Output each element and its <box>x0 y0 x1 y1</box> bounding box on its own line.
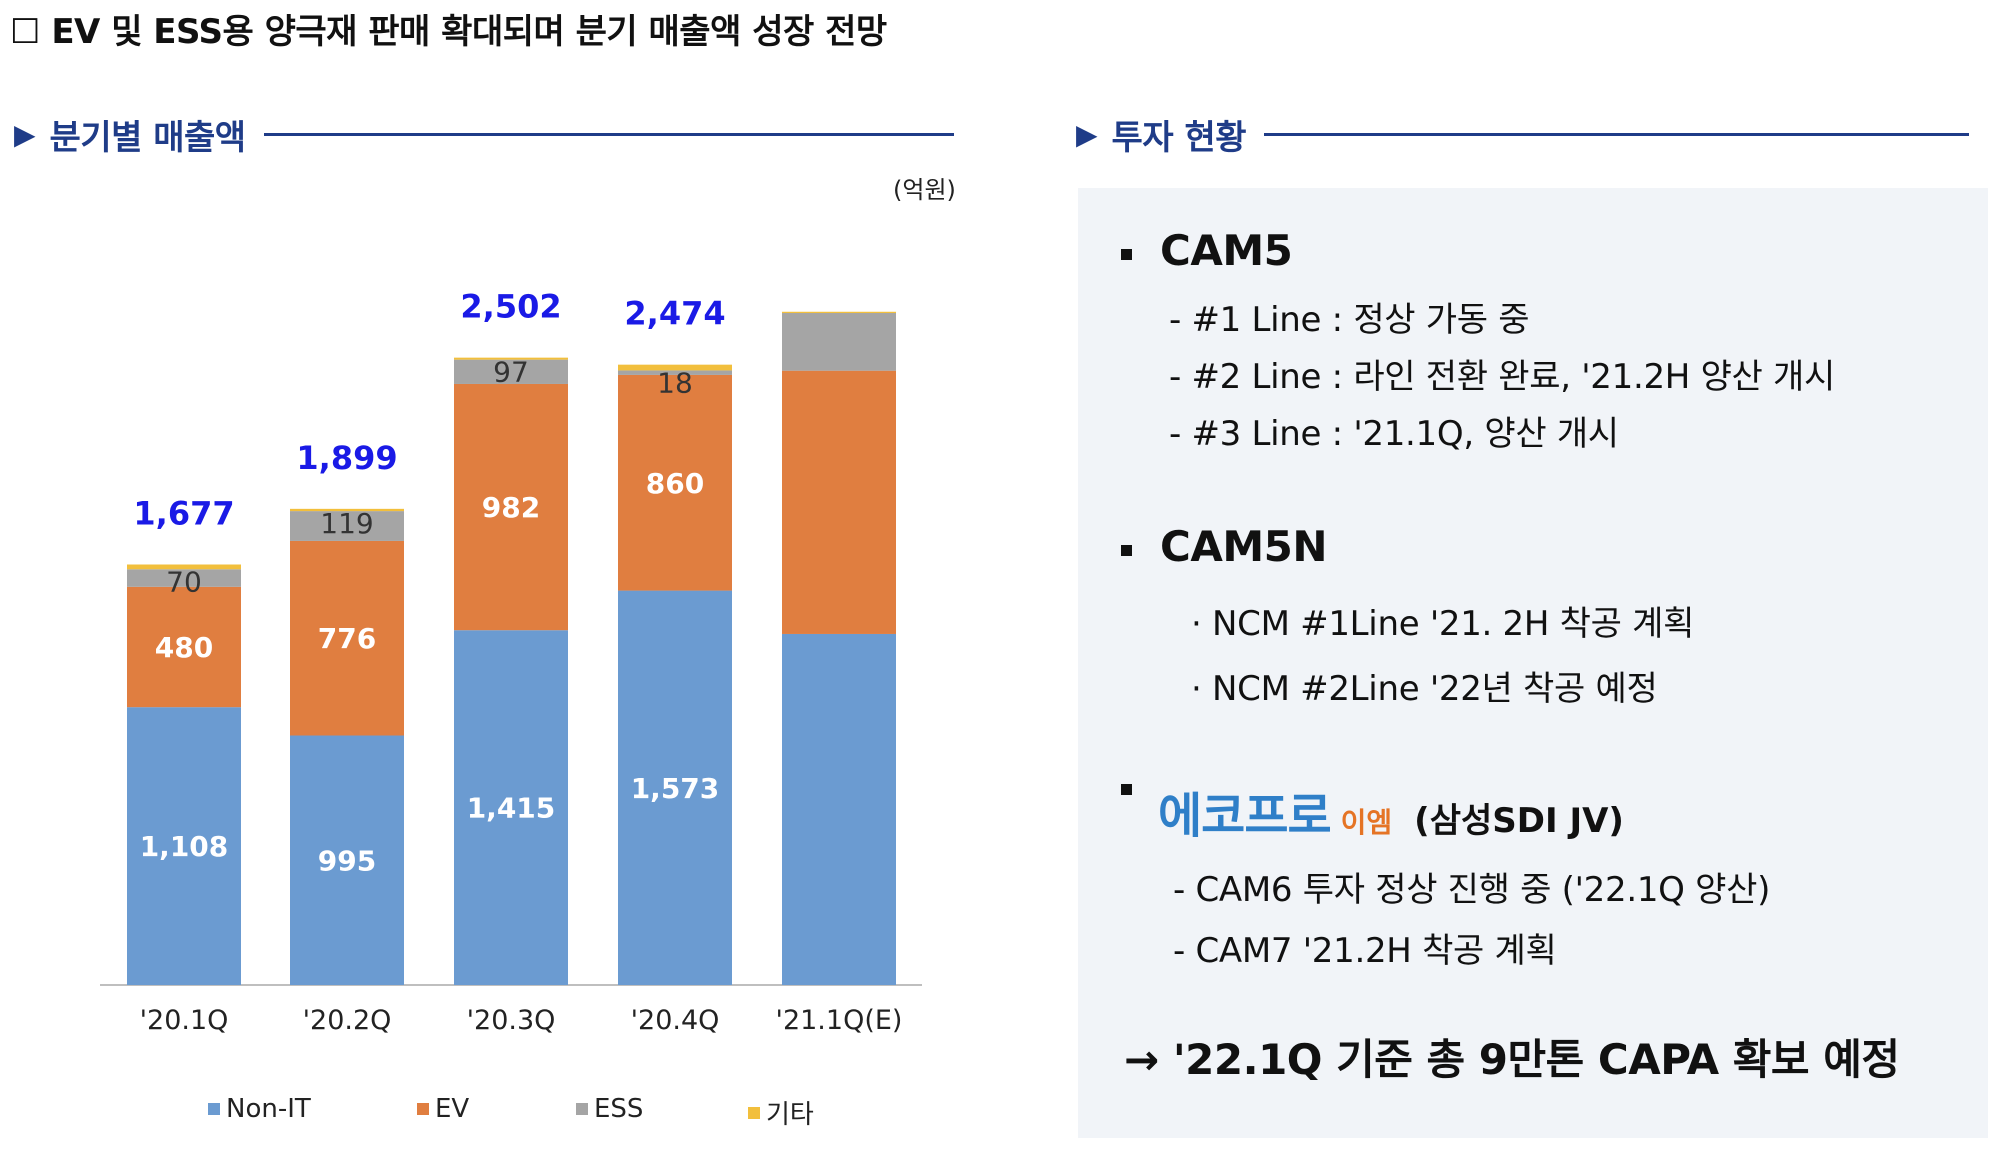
section-divider <box>1264 133 1970 136</box>
legend-label-ev: EV <box>435 1094 470 1124</box>
ecopro-jv-label: (삼성SDI JV) <box>1414 801 1624 841</box>
bar-ess-4 <box>782 313 896 371</box>
bar-nonit-0 <box>127 707 241 985</box>
bar-other-4 <box>782 311 896 314</box>
investment-panel: CAM5 - #1 Line : 정상 가동 중 - #2 Line : 라인 … <box>1078 188 1988 1138</box>
x-tick-label-2: '20.3Q <box>467 1005 556 1036</box>
ecopro-logo-sub: 이엠 <box>1340 806 1393 839</box>
total-label-2: 2,502 <box>460 288 561 326</box>
data-label-ess-3: 18 <box>657 366 693 399</box>
data-label-ess-2: 97 <box>493 356 529 389</box>
stacked-bar-chart: 1,108 480 70 1,677 '20.1Q 995 776 119 1,899 '20.2… <box>100 288 922 1036</box>
total-label-3: 2,474 <box>624 295 725 333</box>
legend-label-other: 기타 <box>766 1100 814 1130</box>
bar-nonit-1 <box>290 735 404 985</box>
x-tick-label-3: '20.4Q <box>631 1005 720 1036</box>
data-label-ess-0: 70 <box>166 565 202 598</box>
legend-label-nonit: Non-IT <box>226 1094 311 1124</box>
chart-unit-label: (억원) <box>893 176 956 204</box>
bullet-square <box>1121 249 1132 260</box>
ecopro-item: - CAM6 투자 정상 진행 중 ('22.1Q 양산) <box>1173 870 1771 910</box>
bar-other-1 <box>290 508 404 512</box>
cam5-title: CAM5 <box>1160 226 1293 275</box>
legend-item-other: 기타 <box>748 1094 814 1131</box>
bar-ev-3 <box>618 374 732 591</box>
bar-other-3 <box>618 364 732 371</box>
bar-ess-3 <box>618 370 732 375</box>
bar-nonit-3 <box>618 590 732 985</box>
data-label-ev-1: 776 <box>318 622 376 655</box>
legend-item-ess: ESS <box>576 1094 643 1124</box>
section-divider <box>263 133 954 136</box>
bar-ev-0 <box>127 586 241 708</box>
bar-nonit-4 <box>782 633 896 985</box>
cam5-item: - #1 Line : 정상 가동 중 <box>1169 300 1530 340</box>
legend-item-nonit: Non-IT <box>208 1094 311 1124</box>
capa-conclusion: → '22.1Q 기준 총 9만톤 CAPA 확보 예정 <box>1124 1035 1900 1084</box>
x-tick-label-0: '20.1Q <box>140 1005 229 1036</box>
bar-ess-0 <box>127 569 241 587</box>
data-label-nonit-3: 1,573 <box>631 772 720 805</box>
legend-swatch-nonit <box>208 1103 220 1115</box>
triangle-right-icon: ▶ <box>14 118 36 151</box>
total-label-0: 1,677 <box>133 495 234 533</box>
data-label-ev-0: 480 <box>155 631 213 664</box>
bar-nonit-2 <box>454 630 568 985</box>
bar-ev-1 <box>290 540 404 736</box>
cam5n-item: · NCM #1Line '21. 2H 착공 계획 <box>1191 604 1695 644</box>
ecopro-item: - CAM7 '21.2H 착공 계획 <box>1173 931 1557 971</box>
ecopro-heading: 에코프로 이엠 (삼성SDI JV) <box>1158 776 1624 846</box>
sales-section-header: ▶ 분기별 매출액 <box>14 110 954 159</box>
data-label-ev-3: 860 <box>646 467 704 500</box>
x-tick-label-4: '21.1Q(E) <box>776 1005 903 1036</box>
bar-ess-2 <box>454 359 568 384</box>
bullet-square <box>1121 784 1132 795</box>
legend-swatch-other <box>748 1106 760 1119</box>
data-label-nonit-2: 1,415 <box>467 792 556 825</box>
investment-section-header: ▶ 투자 현황 <box>1076 110 1970 159</box>
bar-ev-2 <box>454 383 568 631</box>
data-label-nonit-1: 995 <box>318 844 376 877</box>
triangle-right-icon: ▶ <box>1076 118 1098 151</box>
page-title: ☐ EV 및 ESS용 양극재 판매 확대되며 분기 매출액 성장 전망 <box>10 12 887 52</box>
legend-item-ev: EV <box>417 1094 469 1124</box>
legend-swatch-ess <box>576 1103 588 1115</box>
bullet-square <box>1121 545 1132 556</box>
bar-ess-1 <box>290 511 404 541</box>
ecopro-logo: 에코프로 <box>1158 788 1332 844</box>
cam5-item: - #3 Line : '21.1Q, 양산 개시 <box>1169 414 1619 454</box>
data-label-nonit-0: 1,108 <box>140 830 229 863</box>
bar-other-2 <box>454 357 568 360</box>
bar-other-0 <box>127 564 241 570</box>
cam5-item: - #2 Line : 라인 전환 완료, '21.2H 양산 개시 <box>1169 357 1835 397</box>
sales-section-title: 분기별 매출액 <box>49 118 247 158</box>
legend-swatch-ev <box>417 1103 429 1115</box>
x-tick-label-1: '20.2Q <box>303 1005 392 1036</box>
data-label-ess-1: 119 <box>320 507 373 540</box>
cam5n-title: CAM5N <box>1160 522 1328 571</box>
legend-label-ess: ESS <box>594 1094 644 1124</box>
cam5n-item: · NCM #2Line '22년 착공 예정 <box>1191 669 1658 709</box>
investment-section-title: 투자 현황 <box>1111 118 1247 158</box>
bar-ev-4 <box>782 370 896 634</box>
total-label-1: 1,899 <box>296 439 397 477</box>
data-label-ev-2: 982 <box>482 491 540 524</box>
